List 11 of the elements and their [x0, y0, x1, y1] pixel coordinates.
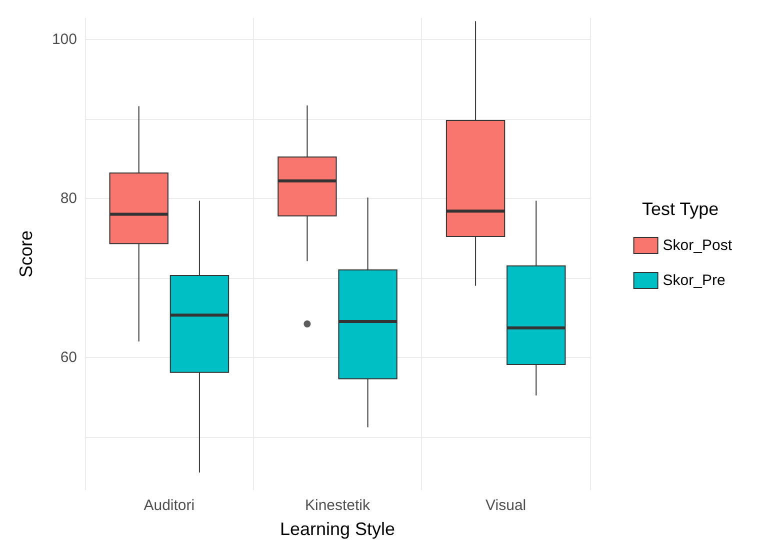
legend-title: Test Type	[642, 199, 719, 219]
y-tick-label: 100	[52, 30, 77, 48]
legend-label: Skor_Post	[662, 237, 733, 254]
y-axis-title: Score	[16, 230, 36, 278]
y-tick-label: 80	[60, 190, 77, 207]
x-axis-title: Learning Style	[280, 519, 396, 539]
x-tick-label: Auditori	[144, 497, 195, 514]
x-tick-label: Kinestetik	[304, 497, 371, 514]
y-tick-label: 60	[60, 348, 77, 366]
x-tick-label: Visual	[486, 497, 526, 514]
legend-label: Skor_Pre	[662, 272, 726, 289]
